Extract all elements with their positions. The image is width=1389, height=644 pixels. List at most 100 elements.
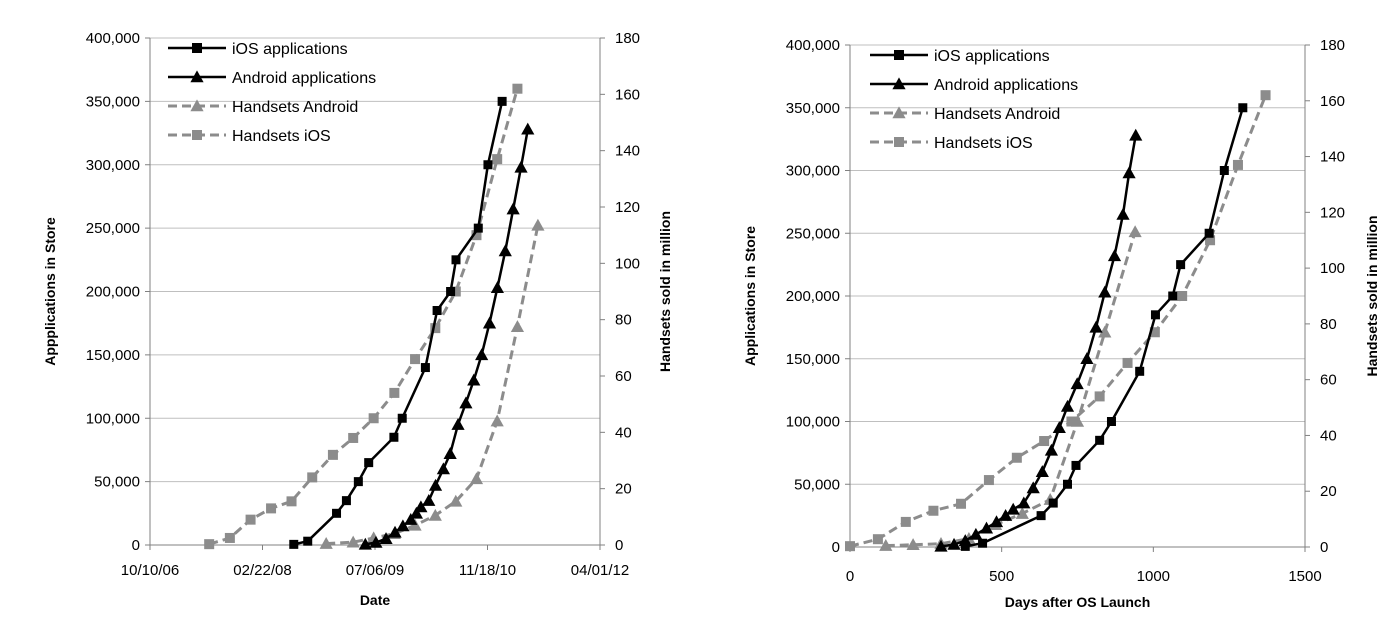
data-point xyxy=(1044,443,1059,456)
legend-marker-2 xyxy=(190,99,204,112)
data-point xyxy=(358,537,372,550)
y2-tick-label: 20 xyxy=(615,481,632,498)
data-point xyxy=(1149,327,1160,338)
data-point xyxy=(1150,310,1160,320)
data-point xyxy=(396,519,410,532)
data-point xyxy=(404,513,418,525)
y2-tick-label: 100 xyxy=(1320,260,1345,277)
data-point xyxy=(388,525,402,538)
data-point xyxy=(327,449,338,460)
data-point xyxy=(436,462,450,475)
data-point xyxy=(286,496,297,507)
data-point xyxy=(389,432,399,442)
legend-label: iOS applications xyxy=(934,48,1050,65)
x-tick-label: 1500 xyxy=(1288,568,1321,585)
y2-tick-label: 80 xyxy=(615,312,632,329)
data-point xyxy=(397,413,407,423)
data-point xyxy=(414,500,428,513)
data-point xyxy=(1052,421,1066,434)
data-point xyxy=(1011,452,1022,463)
data-point xyxy=(473,223,483,233)
data-point xyxy=(1060,399,1075,412)
data-point xyxy=(969,527,983,540)
y2-tick-label: 60 xyxy=(1320,372,1337,389)
legend-label: iOS applications xyxy=(232,41,348,58)
y-axis-title: Applications in Store xyxy=(742,226,758,366)
data-point xyxy=(1048,498,1058,508)
data-point xyxy=(341,496,351,506)
data-point xyxy=(1122,166,1136,179)
data-point xyxy=(1177,291,1188,301)
y2-tick-label: 80 xyxy=(1320,316,1337,333)
data-point xyxy=(1129,128,1143,141)
data-point xyxy=(430,323,441,334)
legend-marker-0 xyxy=(894,50,904,60)
data-point xyxy=(1089,320,1103,333)
legend-label: Handsets iOS xyxy=(232,128,331,145)
data-point xyxy=(451,417,465,430)
data-point xyxy=(989,515,1004,528)
data-point xyxy=(1095,435,1105,445)
data-point xyxy=(369,535,383,548)
data-point xyxy=(1094,391,1105,402)
data-point xyxy=(428,508,442,521)
y2-tick-label: 0 xyxy=(1320,539,1328,556)
data-point xyxy=(1070,377,1084,390)
data-point xyxy=(450,286,461,297)
y2-tick-label: 120 xyxy=(615,199,640,216)
data-point xyxy=(420,363,430,373)
legend-label: Handsets Android xyxy=(232,99,358,116)
y-tick-label: 400,000 xyxy=(86,30,140,47)
data-point xyxy=(1107,249,1122,262)
legend-marker-3 xyxy=(192,130,202,140)
data-point xyxy=(471,230,482,241)
data-point xyxy=(1176,260,1186,270)
y2-tick-label: 180 xyxy=(1320,37,1345,54)
data-point xyxy=(498,244,512,257)
y2-tick-label: 0 xyxy=(615,537,623,554)
data-point xyxy=(409,506,423,519)
data-point xyxy=(348,432,359,443)
data-point xyxy=(978,538,988,548)
data-point xyxy=(1098,285,1112,298)
x-tick-label: 02/22/08 xyxy=(233,562,291,579)
data-point xyxy=(443,447,457,460)
y-tick-label: 0 xyxy=(132,537,140,554)
data-point xyxy=(459,396,473,409)
data-point xyxy=(1106,417,1116,426)
data-point xyxy=(266,503,277,514)
data-point xyxy=(1062,479,1072,489)
data-point xyxy=(289,539,299,549)
data-point xyxy=(1168,291,1178,301)
data-point xyxy=(368,413,379,424)
y-tick-label: 50,000 xyxy=(794,476,840,493)
y2-axis-title: Handsets sold in million xyxy=(1364,215,1380,376)
y2-tick-label: 160 xyxy=(1320,93,1345,110)
data-point xyxy=(872,534,883,545)
legend-label: Android applications xyxy=(934,77,1078,94)
y2-tick-label: 140 xyxy=(1320,149,1345,166)
y-tick-label: 400,000 xyxy=(786,37,840,54)
data-point xyxy=(483,160,493,170)
data-point xyxy=(353,477,363,487)
data-point xyxy=(1066,416,1077,427)
data-point xyxy=(979,521,994,534)
legend-label: Android applications xyxy=(232,70,376,87)
data-point xyxy=(1017,496,1031,509)
data-point xyxy=(1135,366,1145,376)
data-point xyxy=(1080,352,1094,365)
data-point xyxy=(332,508,342,518)
data-point xyxy=(879,539,893,551)
legend-marker-2 xyxy=(892,106,906,119)
data-point xyxy=(947,537,961,550)
data-point xyxy=(510,320,525,332)
legend-marker-1 xyxy=(892,77,906,90)
data-point xyxy=(497,96,507,106)
x-tick-label: 07/06/09 xyxy=(346,562,404,579)
data-point xyxy=(1039,436,1050,447)
legend-marker-1 xyxy=(190,70,204,83)
data-point xyxy=(1122,357,1133,368)
y-tick-label: 0 xyxy=(832,539,840,556)
y-tick-label: 250,000 xyxy=(786,225,840,242)
data-point xyxy=(983,475,994,486)
